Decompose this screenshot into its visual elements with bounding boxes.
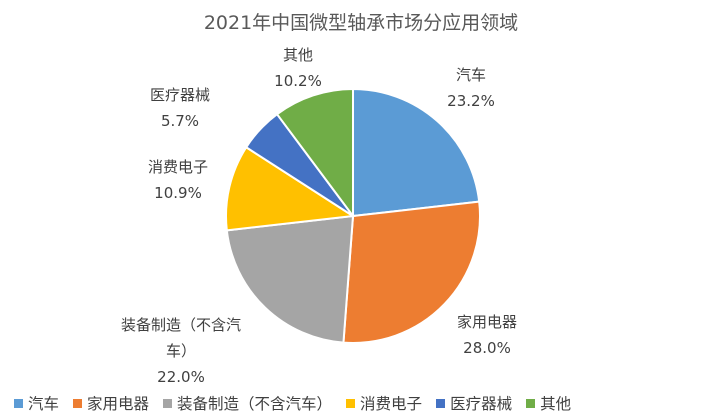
slice-category-label: 装备制造（不含汽 bbox=[121, 316, 241, 334]
legend-label: 装备制造（不含汽车） bbox=[177, 395, 333, 413]
legend-swatch bbox=[163, 398, 173, 408]
pie-slice-0 bbox=[352, 87, 481, 218]
slice-category-label: 家用电器 bbox=[457, 313, 517, 331]
legend-item-1: 家用电器 bbox=[73, 392, 149, 414]
legend-swatch bbox=[14, 398, 23, 408]
legend-item-4: 医疗器械 bbox=[436, 392, 512, 414]
pie-slice-2 bbox=[225, 214, 355, 344]
legend-swatch bbox=[346, 398, 356, 408]
legend-item-5: 其他 bbox=[526, 392, 571, 414]
slice-label-0: 汽车 23.2% bbox=[447, 66, 495, 110]
chart-title: 2021年中国微型轴承市场分应用领域 bbox=[203, 12, 519, 34]
slice-label-2: 装备制造（不含汽车） 22.0% bbox=[121, 316, 241, 386]
slice-label-3: 消费电子 10.9% bbox=[148, 158, 208, 202]
legend-label: 家用电器 bbox=[87, 395, 150, 413]
slice-label-5: 其他 10.2% bbox=[274, 46, 322, 90]
legend-label: 其他 bbox=[540, 395, 572, 413]
slice-category-label: 医疗器械 bbox=[150, 86, 210, 104]
legend-item-0: 汽车 bbox=[14, 392, 59, 414]
legend-label: 医疗器械 bbox=[450, 395, 513, 413]
slice-value-label: 22.0% bbox=[157, 368, 205, 386]
slice-label-4: 医疗器械 5.7% bbox=[150, 86, 210, 130]
slice-label-1: 家用电器 28.0% bbox=[457, 313, 517, 357]
pie-slice-5 bbox=[275, 87, 354, 220]
legend-item-3: 消费电子 bbox=[346, 392, 422, 414]
legend-swatch bbox=[436, 398, 446, 408]
pie-slice-3 bbox=[225, 145, 356, 232]
legend-item-2: 装备制造（不含汽车） bbox=[163, 392, 332, 414]
chart-legend: 汽车 家用电器 装备制造（不含汽车） 消费电子 医疗器械 其他 bbox=[14, 389, 714, 417]
slice-value-label: 23.2% bbox=[447, 92, 495, 110]
slice-value-label: 5.7% bbox=[161, 112, 199, 130]
slice-category-label: 汽车 bbox=[456, 66, 486, 84]
slice-value-label: 10.9% bbox=[154, 184, 202, 202]
legend-swatch bbox=[73, 398, 83, 408]
legend-label: 消费电子 bbox=[360, 395, 423, 413]
pie-slice-1 bbox=[342, 200, 481, 344]
legend-swatch bbox=[526, 398, 536, 408]
slice-category-label: 车） bbox=[166, 342, 196, 360]
legend-label: 汽车 bbox=[28, 395, 60, 413]
slice-value-label: 28.0% bbox=[463, 339, 511, 357]
slice-value-label: 10.2% bbox=[274, 72, 322, 90]
slice-category-label: 其他 bbox=[283, 46, 313, 64]
slice-category-label: 消费电子 bbox=[148, 158, 208, 176]
